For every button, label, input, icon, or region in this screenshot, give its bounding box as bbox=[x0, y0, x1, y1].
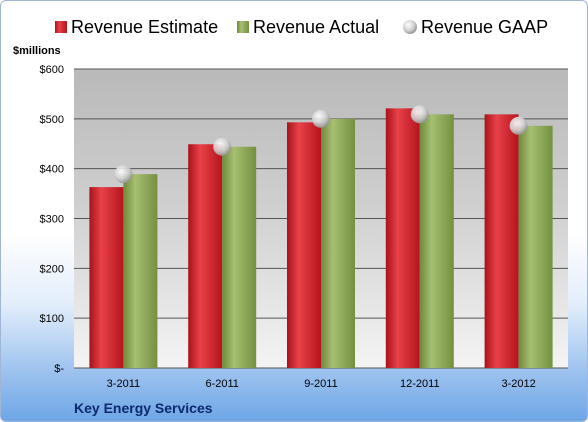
legend-item-estimate: Revenue Estimate bbox=[55, 17, 218, 37]
x-tick-label: 3-2011 bbox=[107, 378, 140, 390]
y-tick-label: $- bbox=[54, 363, 64, 375]
bar-revenue-actual bbox=[321, 118, 355, 368]
marker-revenue-gaap bbox=[312, 109, 330, 128]
bar-revenue-estimate bbox=[484, 114, 519, 369]
bar-revenue-estimate bbox=[385, 108, 420, 368]
y-tick-label: $300 bbox=[40, 214, 64, 226]
legend-swatch-estimate bbox=[55, 21, 67, 33]
company-name: Key Energy Services bbox=[74, 400, 213, 416]
bar-revenue-actual bbox=[222, 146, 257, 368]
legend: Revenue Estimate Revenue Actual Revenue … bbox=[55, 17, 548, 37]
bar-revenue-actual bbox=[123, 174, 158, 368]
y-unit-label: $millions bbox=[13, 45, 61, 57]
x-tick-label: 12-2011 bbox=[400, 378, 440, 390]
marker-revenue-gaap bbox=[410, 105, 429, 124]
legend-swatch-actual bbox=[237, 21, 249, 33]
bar-revenue-actual bbox=[518, 125, 553, 368]
marker-revenue-gaap bbox=[213, 137, 232, 156]
legend-label-actual: Revenue Actual bbox=[253, 17, 379, 37]
y-tick-label: $200 bbox=[40, 263, 64, 275]
legend-label-gaap: Revenue GAAP bbox=[421, 17, 548, 37]
x-tick-label: 9-2011 bbox=[304, 378, 337, 390]
y-axis-ticks: $- $100 $200 $300 $400 $500 $600 bbox=[40, 64, 65, 375]
y-tick-label: $400 bbox=[40, 164, 64, 176]
marker-revenue-gaap bbox=[114, 165, 133, 184]
bars bbox=[89, 108, 553, 369]
bar-revenue-estimate bbox=[287, 122, 321, 369]
bar-revenue-estimate bbox=[89, 187, 124, 368]
legend-item-actual: Revenue Actual bbox=[237, 17, 379, 37]
bar-revenue-estimate bbox=[188, 144, 223, 368]
legend-item-gaap: Revenue GAAP bbox=[403, 17, 548, 37]
y-tick-label: $600 bbox=[40, 64, 64, 76]
legend-label-estimate: Revenue Estimate bbox=[71, 17, 218, 37]
x-tick-label: 3-2012 bbox=[501, 378, 535, 390]
y-tick-label: $500 bbox=[40, 114, 64, 126]
bar-revenue-actual bbox=[419, 114, 454, 369]
x-tick-label: 6-2011 bbox=[205, 378, 238, 390]
gaap-markers bbox=[114, 105, 528, 184]
marker-revenue-gaap bbox=[509, 116, 528, 135]
y-tick-label: $100 bbox=[40, 313, 64, 325]
legend-swatch-gaap bbox=[403, 20, 417, 34]
x-axis-ticks: 3-2011 6-2011 9-2011 12-2011 3-2012 bbox=[107, 378, 536, 390]
